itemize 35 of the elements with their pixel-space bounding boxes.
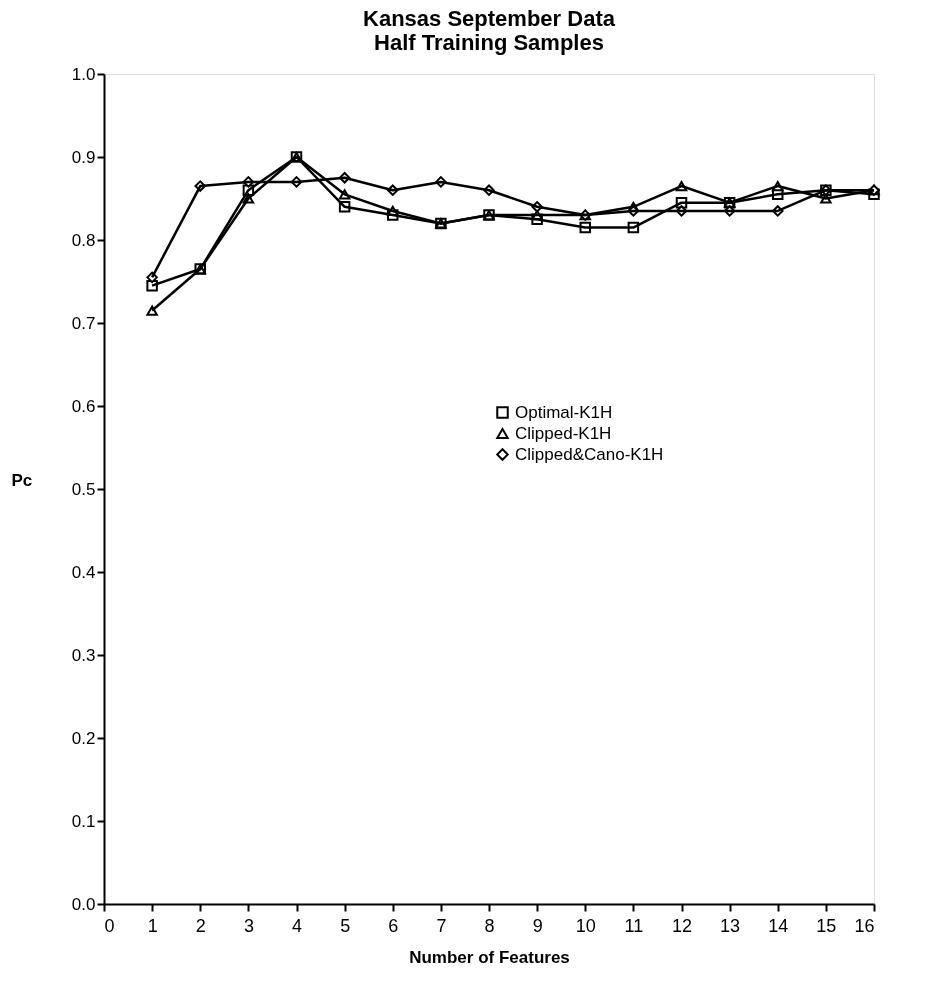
x-tick-label: 10 [575, 915, 596, 936]
x-tick-label: 14 [768, 915, 789, 936]
y-tick-label: 0.8 [71, 230, 96, 250]
y-tick-label: 0.1 [71, 811, 96, 831]
y-tick-label: 0.5 [71, 479, 96, 499]
y-tick-label: 1.0 [71, 64, 96, 84]
y-tick-label: 0.3 [71, 645, 96, 665]
x-tick-label: 5 [340, 915, 351, 936]
text: Kansas September Data [363, 6, 615, 31]
legend-label: Optimal-K1H [515, 402, 613, 422]
x-tick-label: 12 [671, 915, 693, 936]
legend-label: Clipped-K1H [515, 423, 612, 443]
x-axis-title: Number of Features [409, 947, 570, 967]
x-tick-label: 4 [291, 915, 303, 936]
y-tick-label: 0.0 [71, 894, 96, 914]
x-tick-label: 7 [436, 915, 447, 936]
x-tick-label: 15 [816, 915, 837, 936]
y-tick-label: 0.6 [71, 396, 96, 416]
x-tick-label: 8 [484, 915, 495, 936]
y-tick-label: 0.7 [71, 313, 96, 333]
y-tick-label: 0.9 [71, 147, 96, 167]
x-tick-label: 3 [243, 915, 254, 936]
x-tick-label: 0 [104, 915, 115, 936]
x-tick-label: 2 [195, 915, 206, 936]
x-tick-label: 6 [388, 915, 399, 936]
x-tick-label: 16 [854, 915, 875, 936]
x-tick-label: 13 [720, 915, 741, 936]
x-tick-label: 1 [147, 915, 158, 936]
x-tick-label: 11 [624, 915, 644, 936]
y-axis-title: Pc [11, 470, 33, 490]
text: Half Training Samples [374, 30, 604, 55]
y-tick-label: 0.4 [71, 562, 96, 582]
y-tick-label: 0.2 [71, 728, 96, 748]
legend-label: Clipped&Cano-K1H [515, 444, 664, 464]
x-tick-label: 9 [532, 915, 543, 936]
